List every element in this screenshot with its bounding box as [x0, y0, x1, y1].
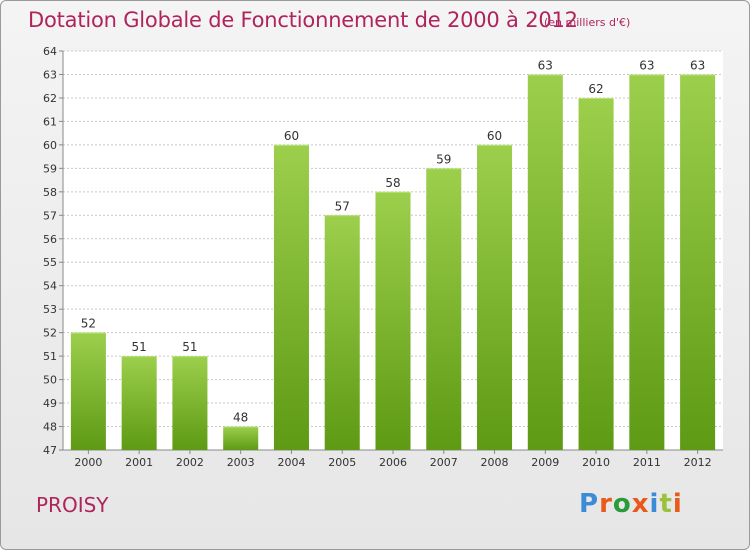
- y-tick-label: 48: [43, 421, 57, 434]
- y-tick-label: 57: [43, 209, 57, 222]
- bar-2001[interactable]: [121, 356, 157, 450]
- bar-2010[interactable]: [578, 97, 614, 451]
- x-tick-label-2002: 2002: [176, 456, 204, 469]
- commune-name: PROISY: [36, 493, 109, 517]
- logo-letter: t: [659, 489, 673, 519]
- x-tick-label-2001: 2001: [125, 456, 153, 469]
- data-label-2002: 51: [182, 340, 197, 354]
- y-tick-label: 55: [43, 256, 57, 269]
- proxiti-logo[interactable]: Proxiti: [579, 489, 683, 519]
- y-tick-label: 56: [43, 233, 57, 246]
- y-tick-label: 59: [43, 162, 57, 175]
- bar-2007[interactable]: [426, 168, 462, 450]
- logo-letter: x: [631, 489, 650, 519]
- x-tick-label-2010: 2010: [582, 456, 610, 469]
- y-tick-label: 62: [43, 92, 57, 105]
- data-label-2009: 63: [538, 58, 553, 72]
- data-label-2005: 57: [335, 199, 350, 213]
- y-tick-label: 51: [43, 350, 57, 363]
- y-tick-label: 49: [43, 397, 57, 410]
- y-tick-label: 54: [43, 280, 57, 293]
- bar-2011[interactable]: [629, 74, 665, 451]
- data-label-2008: 60: [487, 129, 502, 143]
- chart-title: Dotation Globale de Fonctionnement de 20…: [28, 8, 578, 32]
- bar-2004[interactable]: [273, 144, 309, 450]
- data-label-2012: 63: [690, 58, 705, 72]
- x-tick-label-2003: 2003: [227, 456, 255, 469]
- x-tick-label-2006: 2006: [379, 456, 407, 469]
- logo-letter: i: [649, 489, 660, 519]
- x-tick-label-2005: 2005: [328, 456, 356, 469]
- y-tick-label: 47: [43, 444, 57, 457]
- y-tick-label: 60: [43, 139, 57, 152]
- y-tick-label: 63: [43, 68, 57, 81]
- data-label-2007: 59: [436, 152, 451, 166]
- bar-2008[interactable]: [477, 144, 513, 450]
- bar-2003[interactable]: [223, 426, 259, 450]
- bar-2006[interactable]: [375, 191, 411, 450]
- x-tick-label-2004: 2004: [277, 456, 305, 469]
- logo-letter: o: [612, 489, 632, 519]
- data-label-2001: 51: [132, 340, 147, 354]
- x-tick-label-2009: 2009: [531, 456, 559, 469]
- x-tick-label-2007: 2007: [430, 456, 458, 469]
- bar-2005[interactable]: [324, 215, 360, 450]
- y-tick-label: 64: [43, 45, 57, 58]
- y-tick-label: 50: [43, 374, 57, 387]
- bar-2009[interactable]: [527, 74, 563, 451]
- data-label-2003: 48: [233, 411, 248, 425]
- data-label-2010: 62: [588, 82, 603, 96]
- bar-2012[interactable]: [680, 74, 716, 451]
- y-tick-label: 61: [43, 115, 57, 128]
- y-tick-label: 58: [43, 186, 57, 199]
- x-tick-label-2012: 2012: [684, 456, 712, 469]
- x-tick-label-2000: 2000: [74, 456, 102, 469]
- bar-2002[interactable]: [172, 356, 208, 450]
- x-tick-label-2011: 2011: [633, 456, 661, 469]
- data-label-2000: 52: [81, 317, 96, 331]
- data-label-2011: 63: [639, 58, 654, 72]
- logo-letter: r: [599, 489, 613, 519]
- x-tick-label-2008: 2008: [481, 456, 509, 469]
- chart-subtitle: (en milliers d'€): [544, 16, 631, 29]
- logo-letter: P: [579, 489, 600, 519]
- y-tick-label: 53: [43, 303, 57, 316]
- y-tick-label: 52: [43, 327, 57, 340]
- logo-letter: i: [672, 489, 683, 519]
- data-label-2004: 60: [284, 129, 299, 143]
- bar-2000[interactable]: [70, 332, 106, 450]
- data-label-2006: 58: [385, 176, 400, 190]
